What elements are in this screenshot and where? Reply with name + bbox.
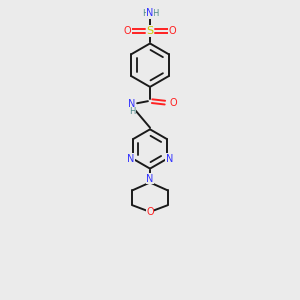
Text: O: O <box>169 98 177 108</box>
Text: N: N <box>166 154 173 164</box>
Text: H: H <box>142 9 148 18</box>
Text: S: S <box>146 26 154 36</box>
Text: O: O <box>146 207 154 217</box>
Text: N: N <box>146 8 154 18</box>
Text: H: H <box>152 9 158 18</box>
Text: H: H <box>129 107 135 116</box>
Text: N: N <box>127 154 134 164</box>
Text: O: O <box>169 26 177 36</box>
Text: N: N <box>128 99 136 109</box>
Text: N: N <box>146 174 154 184</box>
Text: O: O <box>123 26 131 36</box>
